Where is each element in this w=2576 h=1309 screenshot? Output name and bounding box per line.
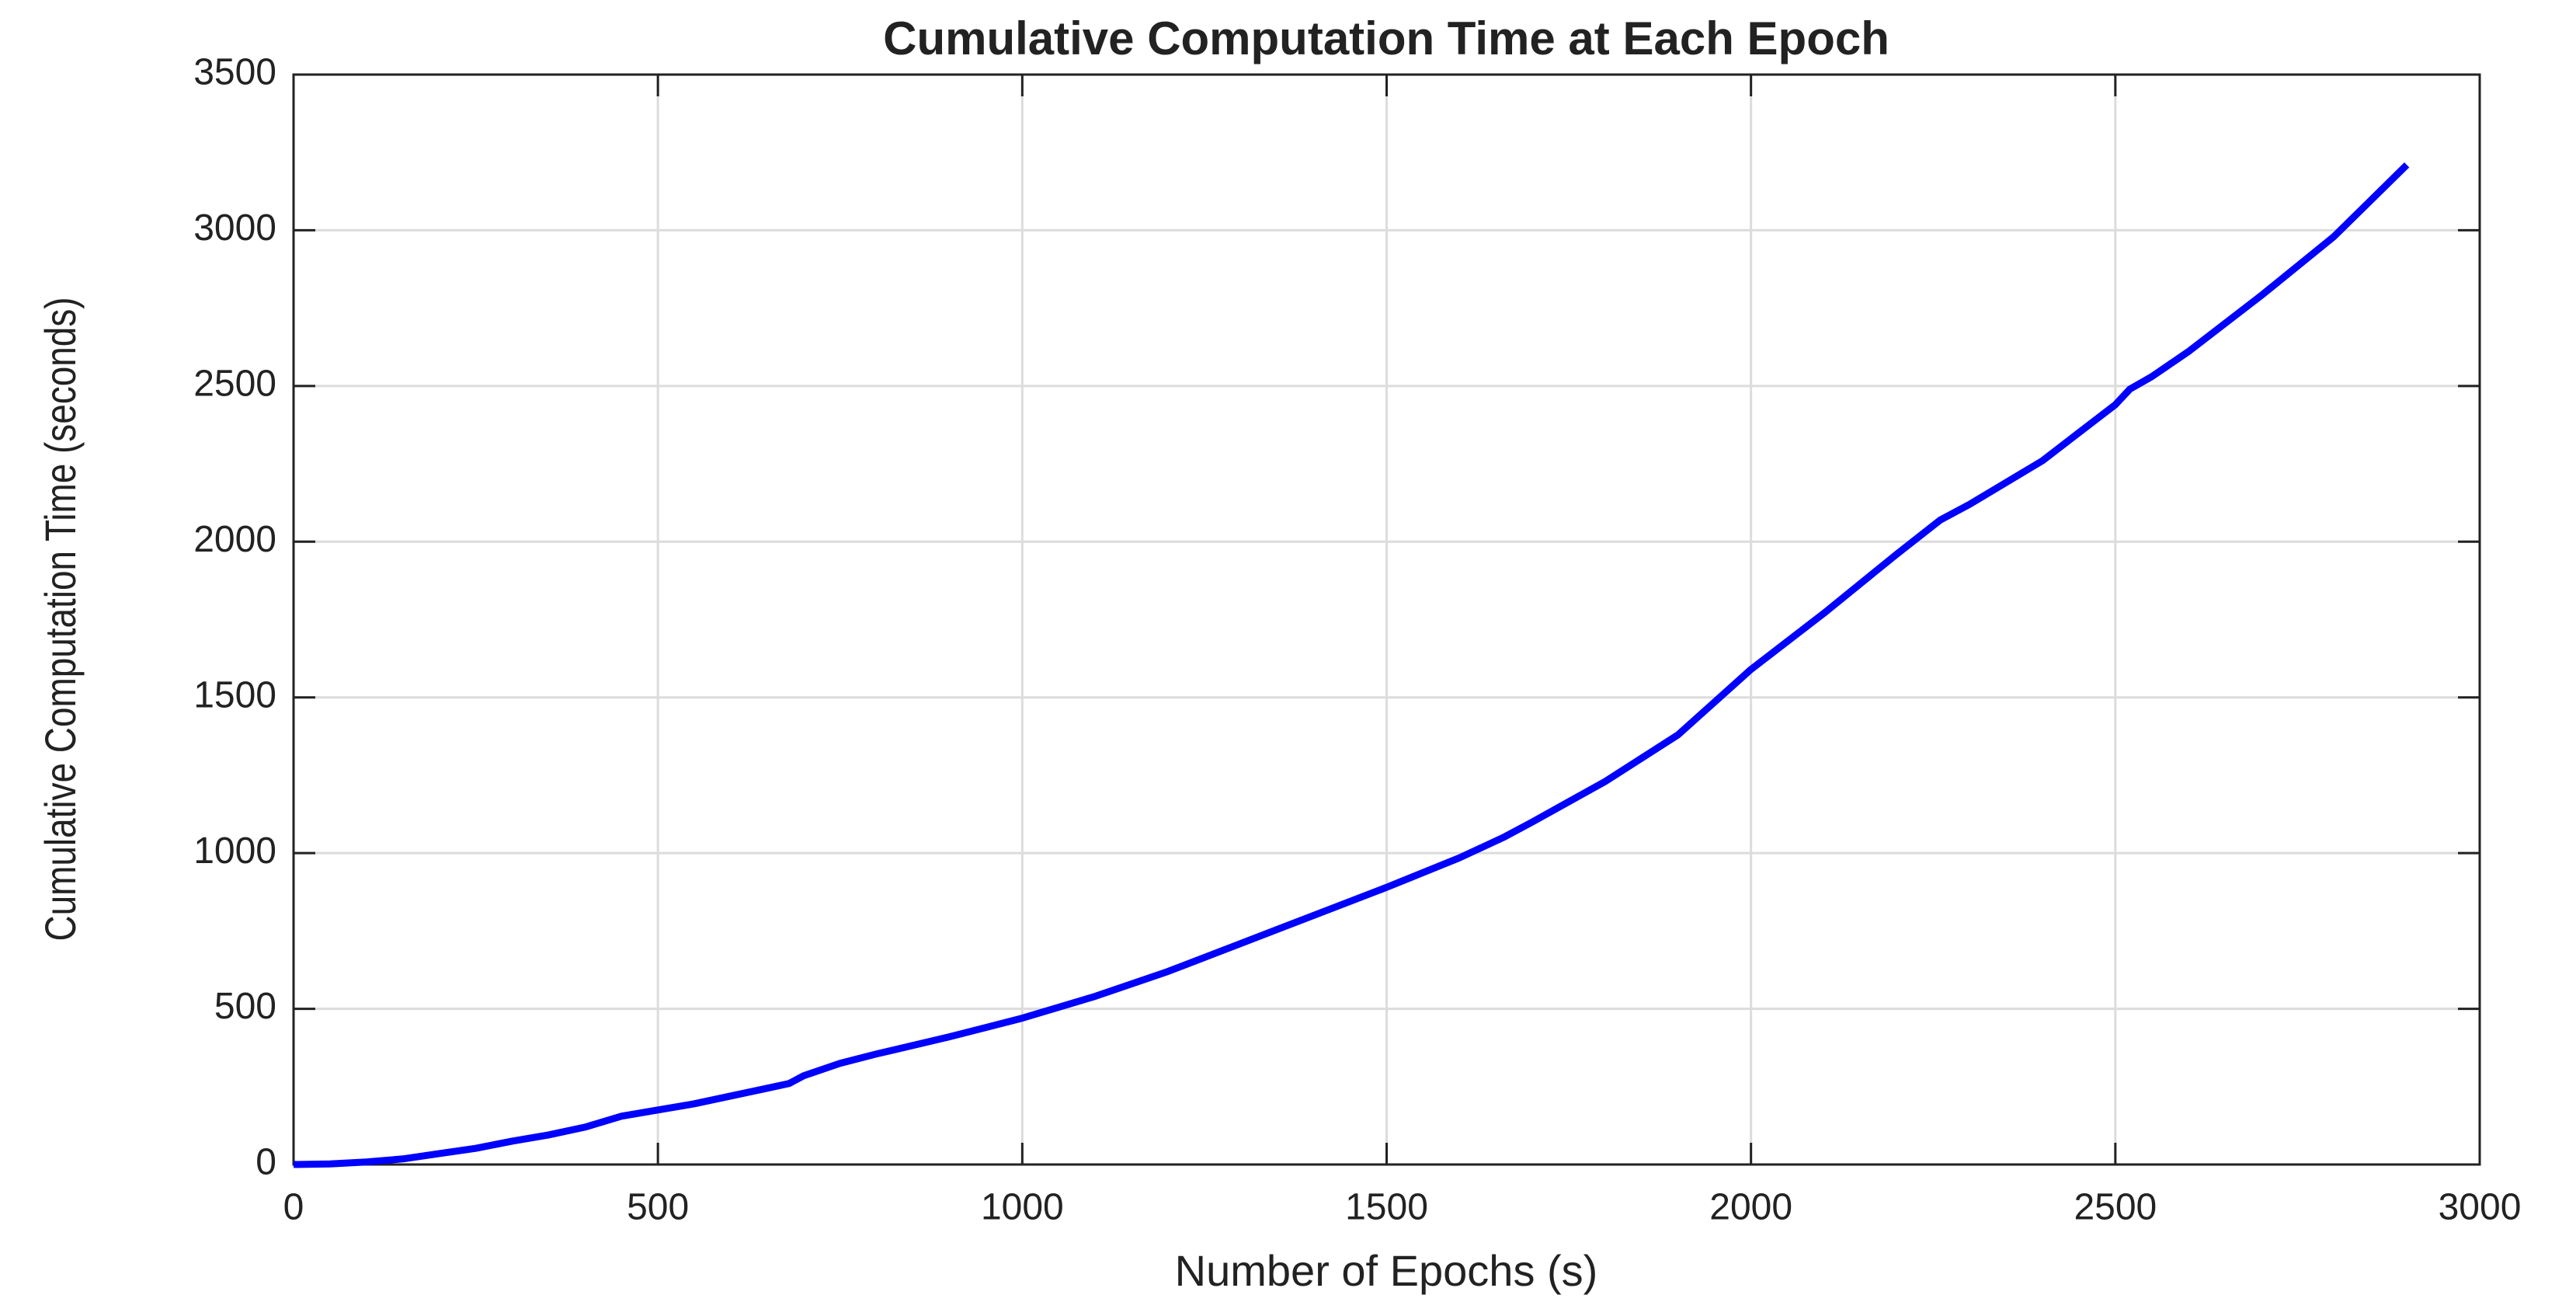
x-tick-label: 1500 xyxy=(1345,1187,1428,1228)
data-line xyxy=(293,162,2410,1168)
x-tick-label: 2000 xyxy=(1709,1187,1792,1228)
chart-title: Cumulative Computation Time at Each Epoc… xyxy=(883,12,1889,64)
x-tick-label: 1000 xyxy=(981,1187,1064,1228)
y-axis-label: Cumulative Computation Time (seconds) xyxy=(36,297,84,941)
x-tick-label: 500 xyxy=(627,1187,689,1228)
y-tick-label: 0 xyxy=(256,1142,276,1183)
y-tick-label: 500 xyxy=(214,986,276,1027)
y-tick-label: 2000 xyxy=(193,519,276,560)
plot-frame xyxy=(292,73,2481,1166)
x-tick-label: 2500 xyxy=(2074,1187,2157,1228)
y-tick-label: 3500 xyxy=(193,52,276,93)
x-axis-label: Number of Epochs (s) xyxy=(1175,1246,1598,1295)
x-tick-label: 3000 xyxy=(2439,1187,2522,1228)
y-tick-label: 3000 xyxy=(193,207,276,249)
y-tick-label: 1500 xyxy=(193,674,276,715)
y-tick-label: 1000 xyxy=(193,830,276,872)
x-tick-label: 0 xyxy=(283,1187,304,1228)
y-tick-label: 2500 xyxy=(193,364,276,405)
